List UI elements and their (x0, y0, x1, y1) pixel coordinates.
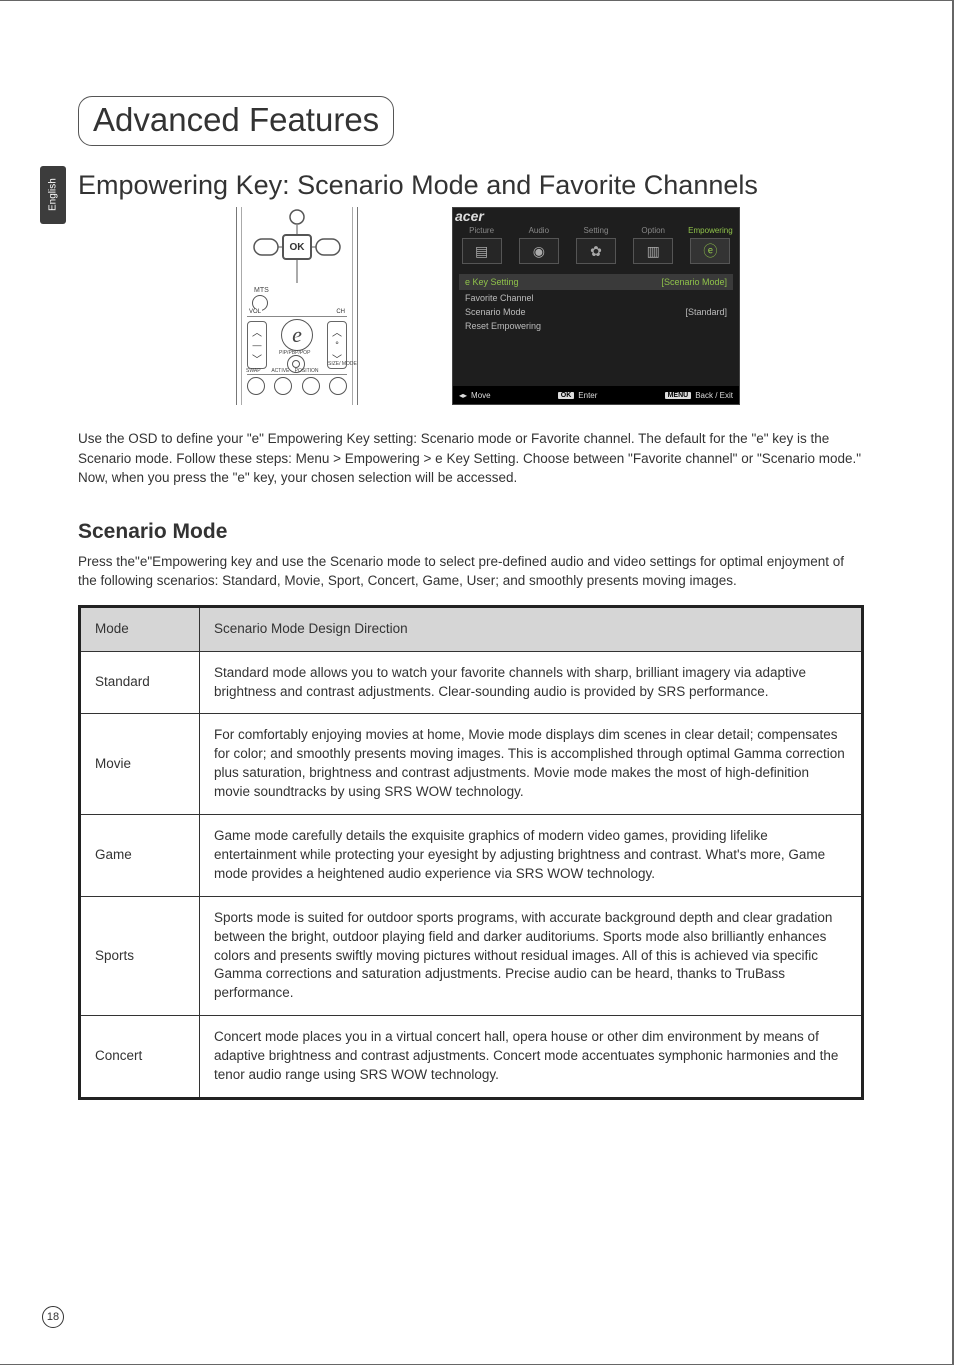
table-header-mode: Mode (80, 606, 200, 651)
chapter-title: Advanced Features (78, 96, 394, 146)
osd-logo: acer (455, 208, 484, 224)
remote-ch-label: CH (335, 309, 346, 315)
table-header-row: Mode Scenario Mode Design Direction (80, 606, 863, 651)
move-icon: ◂▸ (459, 391, 467, 400)
remote-position-button: POSITION (302, 377, 320, 395)
osd-tab-option: Option ▥ (625, 226, 682, 270)
remote-active-button: ACTIVE (274, 377, 292, 395)
desc-cell: Sports mode is suited for outdoor sports… (200, 896, 863, 1015)
remote-mts-label: MTS (254, 287, 269, 294)
table-row: Concert Concert mode places you in a vir… (80, 1016, 863, 1099)
osd-tab-picture: Picture ▤ (453, 226, 510, 270)
table-row: Sports Sports mode is suited for outdoor… (80, 896, 863, 1015)
osd-row-ekey: e Key Setting[Scenario Mode] (459, 274, 733, 290)
audio-icon: ◉ (519, 238, 559, 264)
mode-cell: Concert (80, 1016, 200, 1099)
desc-cell: For comfortably enjoying movies at home,… (200, 714, 863, 815)
mode-cell: Game (80, 815, 200, 897)
scenario-intro-paragraph: Press the"e"Empowering key and use the S… (78, 552, 864, 591)
ok-key-icon: OK (558, 392, 575, 399)
chevron-down-icon: ﹀ (252, 351, 262, 366)
option-icon: ▥ (633, 238, 673, 264)
desc-cell: Game mode carefully details the exquisit… (200, 815, 863, 897)
table-row: Movie For comfortably enjoying movies at… (80, 714, 863, 815)
chevron-up-icon: ︿ (332, 324, 342, 339)
dot-icon: ° (335, 341, 339, 350)
desc-cell: Concert mode places you in a virtual con… (200, 1016, 863, 1099)
osd-tab-empowering: Empowering ⓔ (682, 226, 739, 270)
remote-vol-rocker: ︿ — ﹀ (247, 321, 267, 369)
mode-cell: Standard (80, 651, 200, 714)
osd-footer: ◂▸ Move OK Enter MENU Back / Exit (453, 386, 739, 404)
scenario-mode-table: Mode Scenario Mode Design Direction Stan… (78, 605, 864, 1100)
remote-swap-button: SWAP (247, 377, 265, 395)
menu-key-icon: MENU (665, 392, 692, 399)
mode-cell: Movie (80, 714, 200, 815)
remote-empowering-key: e (281, 319, 313, 351)
remote-dpad: OK (252, 209, 342, 285)
minus-icon: — (253, 341, 262, 350)
osd-row-reset: Reset Empowering (459, 318, 733, 334)
remote-figure: OK MTS VOL CH ︿ — ﹀ ︿ ° ﹀ e PIP/PBP/POP (202, 207, 392, 405)
remote-size-button: SIZE/ MODE (329, 377, 347, 395)
osd-tab-setting: Setting ✿ (567, 226, 624, 270)
remote-vol-label: VOL (248, 309, 262, 315)
chevron-up-icon: ︿ (252, 324, 262, 339)
scenario-mode-heading: Scenario Mode (78, 520, 864, 544)
setting-icon: ✿ (576, 238, 616, 264)
table-row: Standard Standard mode allows you to wat… (80, 651, 863, 714)
page-number: 18 (42, 1306, 64, 1328)
osd-figure: acer Picture ▤ Audio ◉ Setting ✿ Option … (452, 207, 740, 405)
empowering-icon: ⓔ (690, 238, 730, 264)
language-tab: English (40, 166, 66, 224)
intro-paragraph: Use the OSD to define your "e" Empowerin… (78, 429, 864, 488)
figure-row: OK MTS VOL CH ︿ — ﹀ ︿ ° ﹀ e PIP/PBP/POP (78, 207, 864, 407)
mode-cell: Sports (80, 896, 200, 1015)
remote-ok-button: OK (282, 234, 312, 260)
picture-icon: ▤ (462, 238, 502, 264)
table-row: Game Game mode carefully details the exq… (80, 815, 863, 897)
section-title: Empowering Key: Scenario Mode and Favori… (78, 170, 864, 201)
desc-cell: Standard mode allows you to watch your f… (200, 651, 863, 714)
osd-tab-audio: Audio ◉ (510, 226, 567, 270)
table-header-desc: Scenario Mode Design Direction (200, 606, 863, 651)
